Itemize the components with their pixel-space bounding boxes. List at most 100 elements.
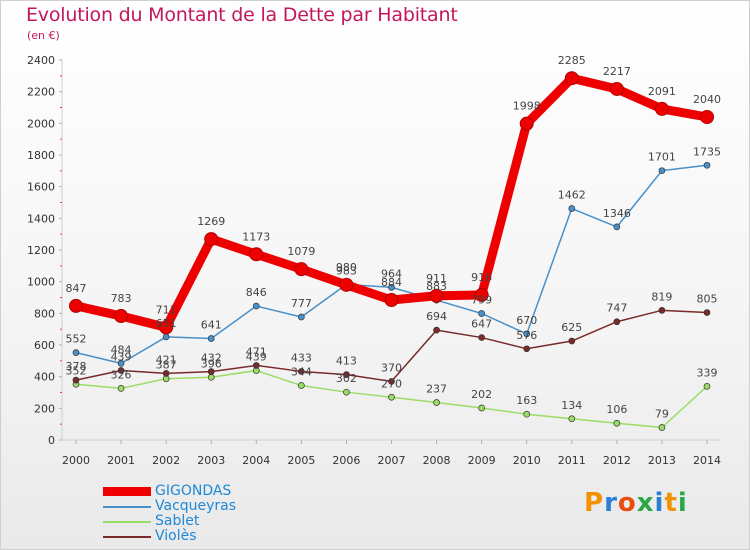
legend-label-vacqueyras: Vacqueyras — [155, 498, 237, 514]
legend-label-gigondas: GIGONDAS — [155, 483, 232, 499]
data-point-sablet — [433, 399, 440, 406]
data-label-vacqueyras: 641 — [201, 319, 222, 332]
data-point-sablet — [388, 393, 395, 401]
data-label-sablet: 106 — [606, 403, 627, 416]
data-point-viols — [207, 368, 215, 375]
data-point-vacqueyras — [117, 360, 125, 367]
y-tick-label: 0 — [48, 434, 55, 447]
legend-swatch-vacqueyras — [103, 506, 151, 508]
y-tick-label: 2000 — [27, 117, 55, 130]
data-point-sablet — [298, 382, 305, 389]
data-point-viols — [117, 367, 125, 374]
data-label-gigondas: 2285 — [558, 54, 586, 67]
data-label-vacqueyras: 1735 — [693, 145, 721, 158]
y-tick-label: 400 — [34, 371, 55, 384]
data-point-vacqueyras — [478, 310, 485, 317]
data-label-gigondas: 884 — [381, 276, 402, 289]
data-point-sablet — [343, 388, 350, 396]
data-point-sablet — [613, 419, 621, 427]
data-point-gigondas — [474, 287, 489, 302]
data-point-gigondas — [204, 232, 219, 247]
data-point-gigondas — [69, 298, 83, 313]
data-point-viols — [568, 337, 576, 345]
data-label-sablet: 396 — [201, 357, 222, 370]
data-point-vacqueyras — [72, 349, 80, 356]
x-tick-label: 2010 — [513, 454, 541, 467]
data-point-vacqueyras — [658, 167, 666, 175]
data-point-sablet — [207, 373, 215, 381]
x-tick-label: 2000 — [62, 454, 90, 467]
y-tick-label: 800 — [34, 307, 55, 320]
data-point-viols — [252, 362, 260, 369]
data-label-sablet: 237 — [426, 382, 447, 395]
legend-label-violes: Violès — [155, 528, 197, 544]
proxiti-logo: Proxiti — [584, 488, 688, 518]
x-tick-label: 2001 — [107, 454, 135, 467]
data-label-gigondas: 1269 — [197, 215, 225, 228]
x-tick-label: 2007 — [378, 454, 406, 467]
data-label-viols: 433 — [291, 351, 312, 364]
data-label-sablet: 387 — [156, 359, 177, 372]
y-tick-label: 200 — [34, 402, 55, 415]
data-label-gigondas: 916 — [471, 271, 492, 284]
data-label-gigondas: 2091 — [648, 85, 676, 98]
data-label-gigondas: 847 — [66, 282, 87, 295]
x-tick-label: 2006 — [332, 454, 360, 467]
data-label-viols: 370 — [381, 361, 402, 374]
data-label-vacqueyras: 670 — [516, 314, 537, 327]
data-label-vacqueyras: 983 — [336, 264, 357, 277]
data-point-vacqueyras — [703, 161, 711, 169]
data-point-vacqueyras — [252, 302, 260, 310]
data-label-viols: 805 — [697, 293, 718, 306]
data-point-vacqueyras — [207, 335, 215, 342]
legend-swatch-sablet — [103, 521, 151, 523]
data-label-gigondas: 1998 — [513, 100, 541, 113]
data-point-viols — [72, 376, 80, 384]
data-label-viols: 576 — [516, 329, 537, 342]
data-label-vacqueyras: 964 — [381, 267, 402, 280]
data-label-sablet: 302 — [336, 372, 357, 385]
data-label-sablet: 134 — [561, 399, 582, 412]
data-label-sablet: 339 — [697, 366, 718, 379]
data-point-sablet — [117, 385, 125, 392]
y-tick-label: 1600 — [27, 181, 55, 194]
data-label-viols: 471 — [246, 345, 267, 358]
y-tick-label: 1400 — [27, 212, 55, 225]
data-point-viols — [613, 318, 621, 326]
x-tick-label: 2009 — [468, 454, 496, 467]
data-point-gigondas — [519, 116, 534, 131]
data-point-gigondas — [564, 71, 579, 86]
y-tick-label: 2400 — [27, 54, 55, 67]
data-point-gigondas — [294, 262, 309, 277]
data-label-viols: 432 — [201, 352, 222, 365]
data-label-vacqueyras: 799 — [471, 293, 492, 306]
data-label-viols: 378 — [66, 360, 87, 373]
data-label-sablet: 439 — [246, 350, 267, 363]
data-point-vacqueyras — [523, 330, 531, 338]
data-label-sablet: 344 — [291, 366, 312, 379]
data-point-viols — [388, 378, 395, 385]
x-tick-label: 2005 — [287, 454, 315, 467]
data-label-vacqueyras: 777 — [291, 297, 312, 310]
x-tick-label: 2012 — [603, 454, 631, 467]
data-label-vacqueyras: 1346 — [603, 207, 631, 220]
data-label-gigondas: 980 — [336, 261, 357, 274]
legend-label-sablet: Sablet — [155, 513, 200, 529]
data-label-gigondas: 2040 — [693, 93, 721, 106]
data-point-gigondas — [429, 288, 444, 303]
x-tick-label: 2004 — [242, 454, 270, 467]
data-point-vacqueyras — [613, 223, 621, 231]
x-tick-label: 2013 — [648, 454, 676, 467]
data-point-viols — [658, 306, 666, 314]
x-tick-label: 2003 — [197, 454, 225, 467]
data-point-gigondas — [609, 81, 624, 96]
data-point-viols — [523, 345, 531, 353]
legend-swatch-violes — [103, 536, 151, 538]
data-point-gigondas — [114, 309, 129, 324]
data-label-sablet: 352 — [66, 364, 87, 377]
data-label-vacqueyras: 846 — [246, 286, 267, 299]
data-label-sablet: 163 — [516, 394, 537, 407]
data-point-viols — [298, 368, 305, 375]
data-point-gigondas — [654, 101, 669, 116]
